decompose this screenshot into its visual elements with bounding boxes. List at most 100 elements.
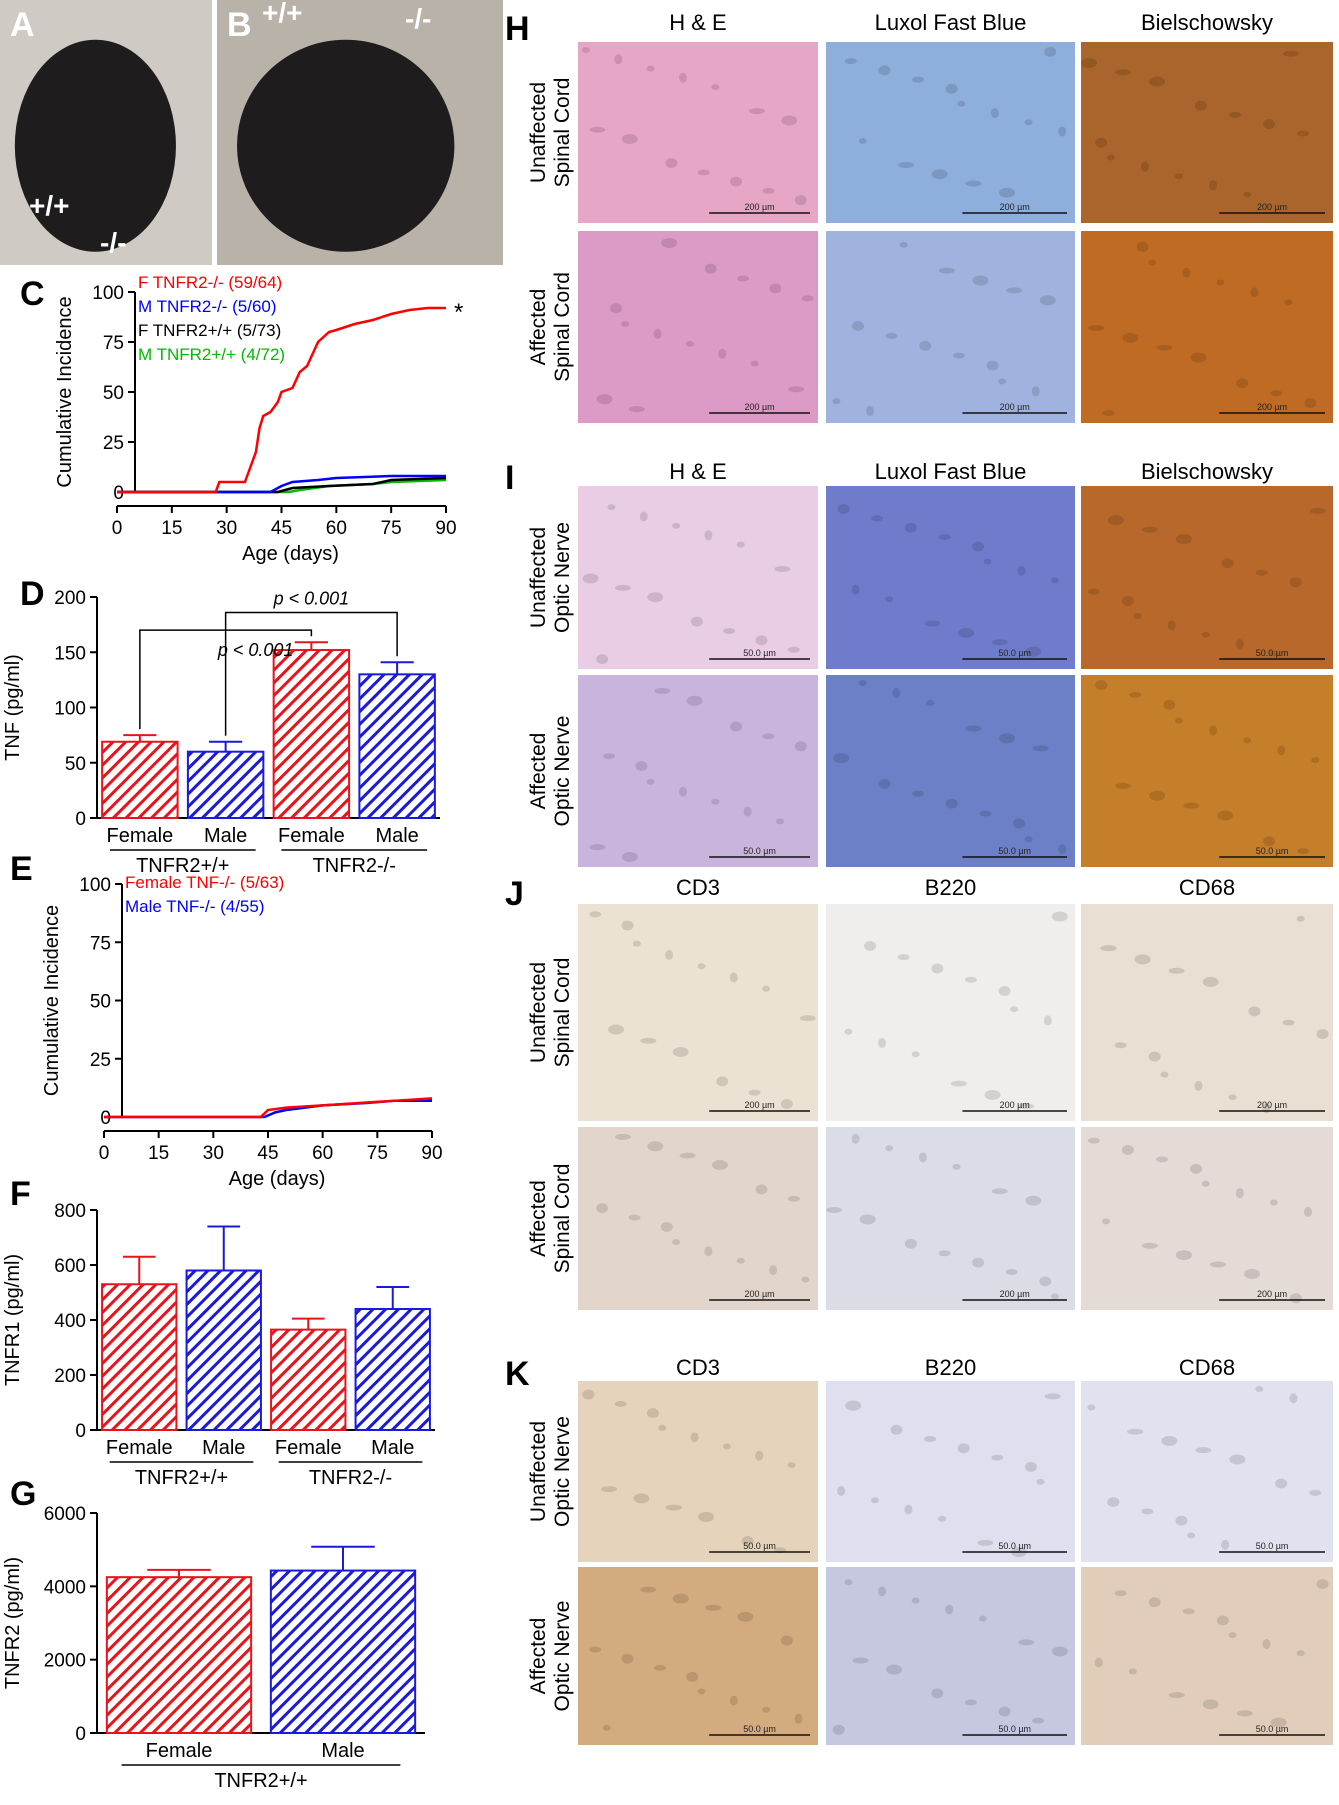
- cell: [844, 58, 857, 65]
- cell: [1024, 836, 1033, 843]
- cell: [1114, 1590, 1127, 1597]
- micrograph: [1081, 42, 1333, 223]
- mouse: [14, 39, 176, 252]
- cell: [1127, 1428, 1144, 1435]
- row-label: Affected: [527, 1180, 550, 1257]
- cell: [1190, 1163, 1203, 1174]
- cell: [1282, 1019, 1295, 1026]
- cell: [1044, 46, 1057, 57]
- cell: [801, 295, 814, 302]
- cell: [679, 1152, 696, 1159]
- cell: [1025, 646, 1042, 657]
- cell: [866, 406, 875, 417]
- cell: [1202, 977, 1219, 988]
- cell: [596, 394, 613, 405]
- cell: [672, 1593, 689, 1604]
- micrograph: [826, 1567, 1075, 1745]
- scale-bar-label: 200 µm: [1257, 202, 1287, 212]
- mouse: [237, 39, 455, 252]
- y-tick-label: 75: [90, 933, 111, 954]
- cell: [1032, 745, 1049, 752]
- scale-bar-label: 200 µm: [1257, 1100, 1287, 1110]
- cell: [1024, 119, 1033, 126]
- cell: [1175, 534, 1192, 545]
- cell: [972, 541, 985, 552]
- cell: [1161, 1435, 1178, 1446]
- cell: [991, 639, 1008, 646]
- column-header: CD3: [676, 1355, 720, 1380]
- cell: [998, 187, 1015, 198]
- scale-bar-label: 50.0 µm: [998, 648, 1031, 658]
- column-header: H & E: [669, 459, 726, 484]
- cell: [918, 1152, 927, 1163]
- cell: [621, 133, 638, 144]
- cell: [762, 187, 775, 194]
- cell: [1115, 69, 1132, 76]
- y-tick-label: 0: [100, 1108, 111, 1129]
- cell: [1160, 1071, 1169, 1078]
- column-header: B220: [925, 875, 976, 900]
- cell: [646, 778, 655, 785]
- cell: [660, 1221, 673, 1232]
- group-label: TNFR2-/-: [309, 1467, 392, 1489]
- cell: [736, 1257, 745, 1264]
- cell: [924, 620, 941, 627]
- cell: [904, 1238, 917, 1249]
- y-tick-label: 50: [65, 754, 86, 775]
- cell: [780, 1635, 793, 1646]
- cell: [697, 963, 706, 970]
- cell: [589, 911, 602, 918]
- cell: [787, 1195, 800, 1202]
- cell: [1263, 836, 1276, 847]
- cell: [1277, 745, 1286, 756]
- cell: [1236, 378, 1249, 389]
- cell: [958, 627, 975, 638]
- cell: [608, 1024, 625, 1035]
- cell: [1088, 324, 1105, 331]
- row-label: Affected: [527, 289, 550, 366]
- cell: [1289, 1393, 1298, 1404]
- cell: [1051, 911, 1068, 922]
- y-tick-label: 200: [54, 1366, 86, 1387]
- cell: [1297, 130, 1310, 137]
- bar: [272, 649, 351, 819]
- cell: [897, 954, 910, 961]
- x-tick-label: Female: [146, 1740, 213, 1762]
- cell: [1087, 588, 1100, 595]
- scale-bar-label: 50.0 µm: [998, 1724, 1031, 1734]
- cell: [1309, 1489, 1322, 1496]
- cell: [1043, 1015, 1052, 1026]
- cell: [755, 1184, 768, 1195]
- cell: [1036, 1478, 1045, 1485]
- cell: [1248, 1006, 1261, 1017]
- cell: [1058, 126, 1067, 137]
- cell: [878, 65, 891, 76]
- x-tick-label: Female: [275, 1437, 342, 1459]
- photo-label: -/-: [405, 3, 431, 34]
- micrograph: [826, 1381, 1075, 1562]
- cell: [653, 328, 662, 339]
- column-header: CD68: [1179, 875, 1235, 900]
- cell: [1296, 915, 1305, 922]
- cell: [1316, 1028, 1329, 1039]
- cell: [837, 504, 850, 515]
- line-series: [117, 474, 446, 494]
- cell: [1243, 191, 1252, 198]
- cell: [678, 786, 687, 797]
- cell: [582, 1389, 595, 1400]
- cell: [1182, 267, 1191, 278]
- row-label: Affected: [527, 1618, 550, 1695]
- cell: [748, 108, 765, 115]
- y-axis-label: Cumulative Incidence: [41, 905, 63, 1096]
- x-tick-label: 0: [99, 1143, 110, 1164]
- cell: [983, 558, 992, 565]
- legend-entry: Female TNF-/- (5/63): [125, 873, 284, 892]
- cell: [885, 596, 894, 603]
- scale-bar-label: 50.0 µm: [1256, 846, 1289, 856]
- cell: [1058, 844, 1067, 855]
- cell: [1168, 967, 1185, 974]
- cell: [1134, 954, 1151, 965]
- cell: [698, 1511, 715, 1522]
- cell: [1141, 526, 1158, 533]
- cell: [1209, 1261, 1226, 1268]
